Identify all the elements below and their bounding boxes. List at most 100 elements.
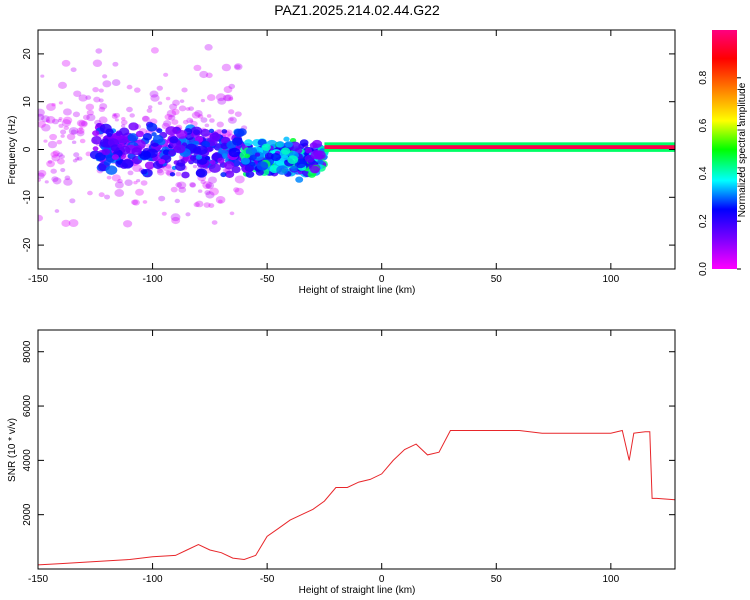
spectrogram-blob	[156, 128, 163, 134]
spectrogram-blob	[117, 143, 123, 149]
x-tick-label: 50	[491, 274, 503, 285]
spectrogram-blob	[222, 153, 228, 158]
y-tick-label: 20	[22, 48, 33, 60]
spectrogram-blob	[200, 128, 211, 137]
spectrogram-blob	[121, 159, 134, 169]
spectrogram-blob	[205, 183, 211, 189]
spectrogram-blob	[220, 172, 227, 178]
spectrogram-blob	[85, 151, 92, 157]
spectrogram-blob	[60, 134, 65, 138]
spectrogram-blob	[117, 135, 128, 145]
bottom-ylabel: SNR (10 * v/v)	[7, 418, 18, 482]
colorbar-label: Normalized spectral amplitude	[737, 82, 748, 217]
spectrogram-blob	[92, 146, 99, 151]
spectrogram-blob	[51, 118, 59, 125]
spectrogram-blob	[141, 115, 149, 122]
spectrogram-blob	[168, 149, 176, 157]
spectrogram-blob	[133, 87, 141, 93]
spectrogram-blob	[79, 138, 86, 144]
spectrogram-blob	[157, 101, 163, 105]
spectrogram-blob	[38, 178, 42, 182]
spectrogram-blob	[47, 140, 58, 149]
x-tick-label: -100	[143, 274, 163, 285]
spectrogram-blob	[76, 127, 85, 134]
spectrogram-blob	[182, 119, 189, 125]
spectrogram-blob	[126, 84, 133, 90]
spectrogram-blob	[69, 198, 76, 204]
spectrogram-blob	[256, 161, 269, 171]
spectrogram-blob	[61, 59, 71, 67]
spectrogram-blob	[200, 179, 206, 185]
spectrogram-blob	[98, 116, 108, 124]
spectrogram-blob	[165, 170, 172, 175]
spectrogram-blob	[208, 203, 215, 208]
spectrogram-blob	[98, 192, 105, 198]
spectrogram-blob	[175, 182, 183, 188]
spectrogram-blob	[127, 170, 134, 176]
spectrogram-blob	[195, 168, 208, 178]
spectrogram-blob	[114, 189, 125, 197]
spectrogram-blob	[38, 120, 46, 128]
spectrogram-blob	[146, 122, 158, 132]
spectrogram-blob	[45, 119, 51, 123]
spectrogram-blob	[73, 90, 82, 97]
top-ylabel: Frequency (Hz)	[7, 116, 18, 185]
spectrogram-blob	[98, 106, 106, 112]
spectrogram-blob	[232, 137, 243, 146]
spectrogram-blob	[85, 95, 92, 100]
spectrogram-blob	[120, 119, 128, 126]
spectrogram-blob	[170, 186, 178, 193]
colorbar-tick-label: 0.4	[698, 166, 709, 180]
spectrogram-blob	[76, 129, 85, 137]
x-tick-label: -100	[143, 574, 163, 585]
colorbar-tick-label: 0.6	[698, 118, 709, 132]
spectrogram-blob	[46, 103, 56, 111]
spectrogram-blob	[156, 168, 163, 174]
y-tick-label: 10	[22, 96, 33, 108]
spectrogram-blob	[233, 63, 243, 71]
spectrogram-blob	[171, 119, 179, 125]
spectrogram-blob	[51, 176, 59, 182]
spectrogram-blob	[200, 117, 208, 123]
spectrogram-blob	[47, 160, 53, 164]
spectrogram-blob	[63, 178, 73, 186]
spectrogram-blob	[250, 154, 257, 160]
spectrogram-blob	[217, 97, 227, 105]
spectrogram-blob	[70, 129, 77, 135]
y-tick-label: -20	[22, 237, 33, 252]
spectrogram-blob	[158, 158, 166, 165]
spectrogram-blob	[62, 116, 73, 125]
spectrogram-blob	[120, 124, 126, 128]
x-tick-label: -50	[260, 274, 275, 285]
spectrogram-blob	[73, 152, 80, 158]
spectrogram-blob	[52, 177, 62, 185]
spectrogram-blob	[99, 103, 108, 110]
x-tick-label: 100	[602, 274, 619, 285]
spectrogram-blob	[233, 187, 240, 193]
spectrogram-blob	[199, 70, 209, 79]
spectrogram-blob	[207, 146, 214, 152]
spectrogram-blob	[284, 141, 294, 148]
spectrogram-blob	[185, 212, 191, 217]
spectrogram-blob	[204, 123, 210, 128]
spectrogram-blob	[58, 123, 64, 128]
spectrogram-blob	[121, 117, 126, 121]
spectrogram-blob	[215, 196, 226, 204]
spectrogram-blob	[205, 182, 215, 190]
spectrogram-blob	[102, 80, 112, 88]
spectrogram-blob	[161, 211, 167, 216]
snr-series-line	[38, 429, 675, 566]
spectrogram-blob	[123, 220, 133, 228]
spectrogram-blob	[234, 175, 245, 184]
spectrogram-blob	[57, 118, 62, 123]
spectral-line-core	[324, 145, 675, 150]
spectrogram-blob	[75, 156, 80, 161]
spectrogram-blob	[50, 168, 57, 174]
spectrogram-blob	[78, 120, 88, 128]
spectrogram-blob	[119, 127, 130, 136]
spectrogram-blob	[169, 136, 179, 144]
spectrogram-blob	[111, 79, 121, 87]
spectrogram-blob	[95, 48, 103, 54]
spectrogram-blob	[185, 107, 191, 111]
